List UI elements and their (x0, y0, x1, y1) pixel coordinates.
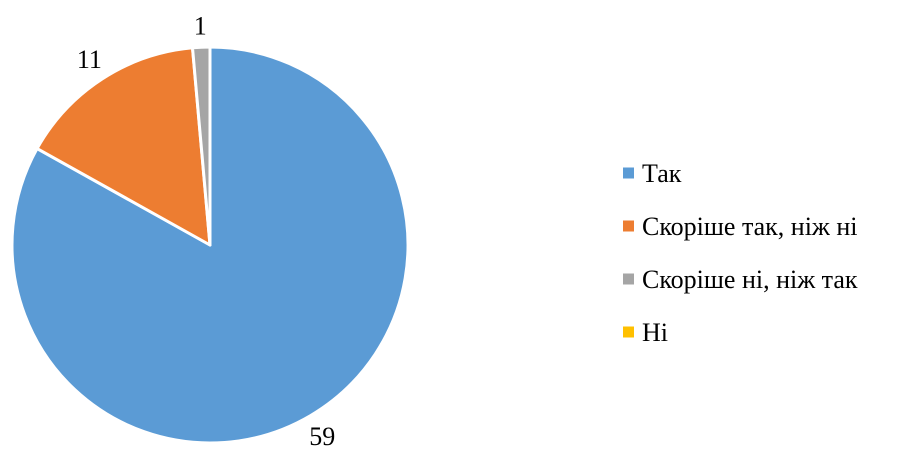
legend: Так Скоріше так, ніж ні Скоріше ні, ніж та… (623, 159, 858, 347)
legend-swatch-2 (623, 220, 634, 232)
legend-swatch-3 (623, 273, 634, 285)
pie-slice-3 (191, 45, 212, 247)
data-label-2: 11 (77, 45, 102, 74)
pie-slices (10, 45, 410, 445)
legend-label-2: Скоріше так, ніж ні (642, 212, 858, 241)
pie-slice-2 (35, 46, 212, 247)
legend-swatch-4 (623, 326, 634, 338)
legend-label-3: Скоріше ні, ніж так (642, 265, 858, 294)
data-label-1: 59 (309, 422, 335, 451)
legend-label-4: Ні (642, 318, 668, 347)
data-label-3: 1 (194, 11, 207, 40)
legend-swatch-1 (623, 167, 634, 179)
legend-label-1: Так (642, 159, 682, 188)
